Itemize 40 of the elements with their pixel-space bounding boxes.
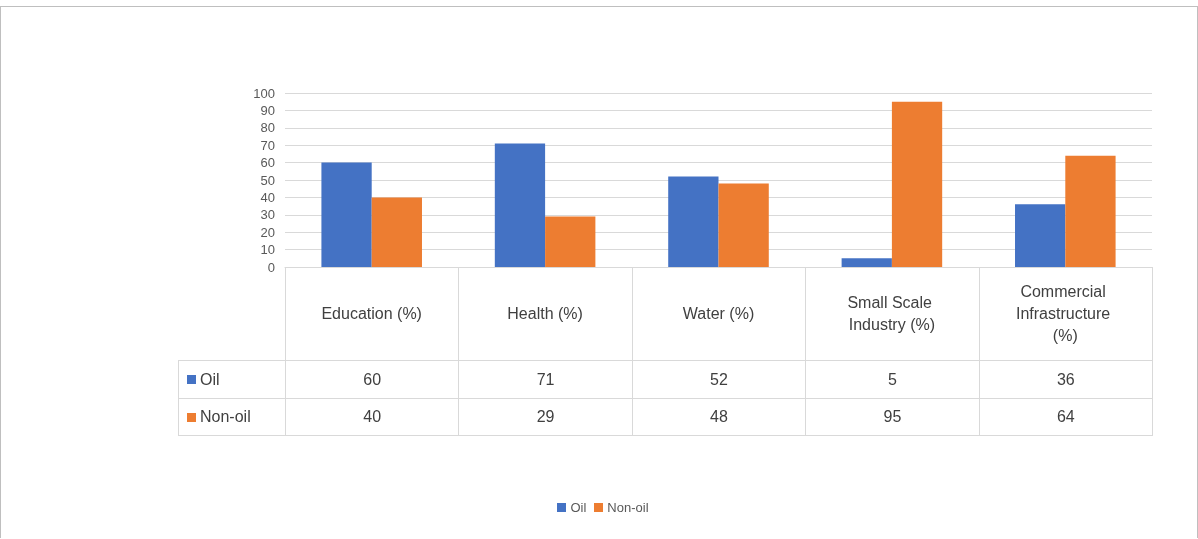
data-label: 40 (285, 398, 459, 436)
legend-label: Non-oil (200, 408, 251, 426)
legend-label: Oil (200, 370, 220, 389)
bar (545, 216, 596, 267)
bar (668, 176, 719, 267)
data-label: 64 (978, 398, 1153, 436)
data-label: 71 (458, 360, 632, 398)
data-label: 60 (285, 360, 459, 398)
x-tick-label: Water (%) (682, 304, 755, 322)
data-label: 5 (805, 360, 979, 398)
x-tick-label: Small Scale Industry (%) (847, 293, 937, 333)
x-tick-label: Commercial Infrastructure (%) (1015, 282, 1115, 344)
bar (891, 101, 943, 267)
text: Oil (570, 500, 587, 515)
y-tick-label: 70 (260, 137, 275, 153)
data-label: 29 (458, 398, 632, 436)
y-tick-label: 10 (260, 242, 275, 258)
data-label: 52 (631, 360, 806, 398)
data-label: 48 (631, 398, 806, 436)
bar (494, 143, 546, 267)
bar (1065, 155, 1116, 267)
bar (841, 258, 892, 267)
y-tick-label: 40 (260, 189, 275, 205)
x-tick-label: Education (%) (321, 304, 422, 322)
y-tick-label: 100 (253, 85, 275, 101)
bar (718, 183, 769, 267)
y-tick-label: 80 (260, 120, 275, 136)
y-tick-label: 20 (260, 224, 275, 240)
y-tick-label: 0 (267, 259, 275, 275)
y-tick-label: 90 (260, 102, 275, 118)
x-tick-label: Health (%) (507, 304, 583, 322)
y-tick-label: 30 (260, 207, 275, 223)
text: Non-oil (607, 500, 649, 515)
bar (371, 197, 422, 267)
data-label: 36 (978, 360, 1153, 398)
y-tick-label: 50 (260, 172, 275, 188)
data-label: 95 (805, 398, 979, 436)
bar (1015, 204, 1066, 267)
y-tick-label: 60 (260, 155, 275, 171)
bar (321, 162, 372, 267)
